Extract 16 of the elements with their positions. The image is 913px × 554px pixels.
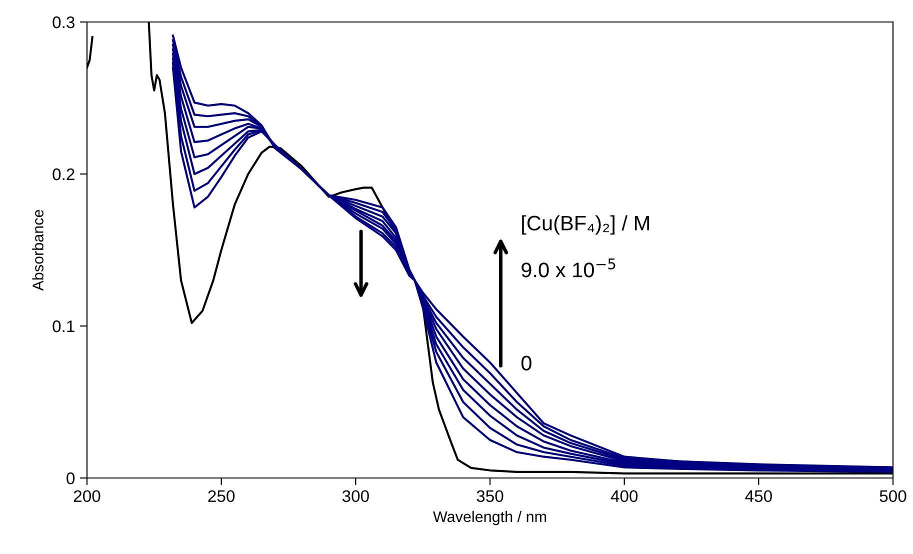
x-tick-label: 500 <box>880 490 906 502</box>
annotation: 9.0 x 10$^{−5}$ <box>522 258 616 278</box>
x-tick-label: 300 <box>342 490 369 502</box>
y-tick-label: 0 <box>66 472 75 484</box>
x-tick-label: 400 <box>610 490 638 502</box>
x-axis-title: Wavelength / nm <box>433 510 546 526</box>
y-axis-title: Absorbance <box>32 210 44 291</box>
x-tick-label: 250 <box>208 490 235 502</box>
x-tick-label: 350 <box>476 490 504 502</box>
y-tick-label: 0.1 <box>52 320 74 332</box>
y-tick-label: 0.2 <box>52 168 74 180</box>
annotation: 0 <box>521 356 532 371</box>
y-tick-label: 0.3 <box>52 16 74 28</box>
annotation: [Cu(BF₄)₂] / M <box>522 215 649 235</box>
x-tick-label: 450 <box>745 490 772 502</box>
x-tick-label: 200 <box>74 490 100 502</box>
